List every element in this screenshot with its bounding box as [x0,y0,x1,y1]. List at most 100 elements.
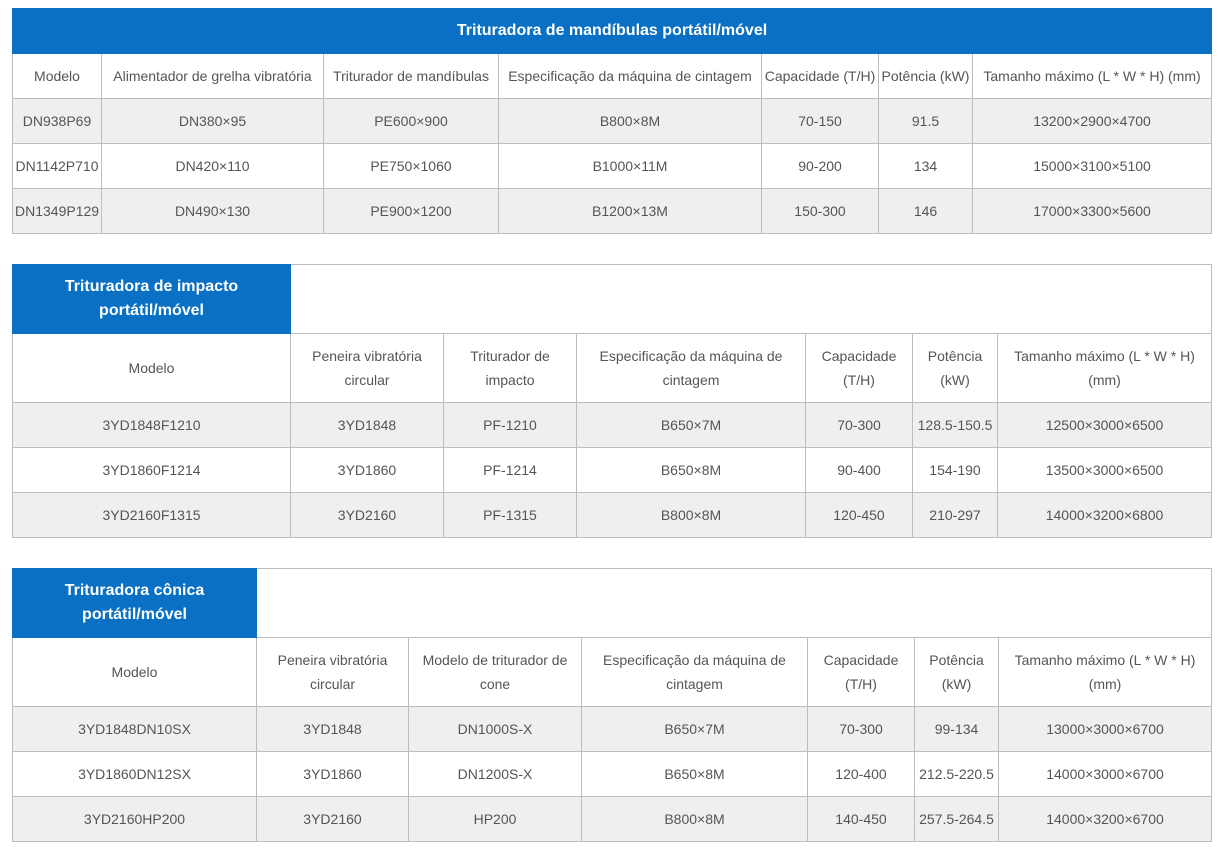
column-header: Alimentador de grelha vibratória [101,53,324,99]
table-cell: DN1349P129 [12,188,102,234]
table-cell: 3YD1860 [290,447,444,493]
table-cell: 3YD1860 [256,751,409,797]
column-header: Especificação da máquina de cintagem [576,333,806,403]
table-cell: 13000×3000×6700 [997,706,1213,752]
table-cell: HP200 [408,796,582,842]
column-header: Tamanho máximo (L * W * H) (mm) [997,637,1213,707]
column-header: Modelo [12,333,291,403]
table-cell: 150-300 [761,188,879,234]
table-cell: 128.5-150.5 [912,402,998,448]
table-title: Trituradora de mandíbulas portátil/móvel [11,8,1213,54]
table-cell: PF-1210 [443,402,577,448]
table-cell: DN420×110 [101,143,324,189]
table-cell: 3YD2160F1315 [12,492,291,538]
title-spacer [289,264,1213,334]
table-cell: 3YD1848 [256,706,409,752]
cone-crusher-table: Trituradora cônica portátil/móvel Modelo… [12,568,1213,842]
table-cell: 15000×3100×5100 [971,143,1213,189]
table-cell: PE600×900 [323,98,499,144]
table-cell: 3YD1848DN10SX [12,706,257,752]
column-header: Tamanho máximo (L * W * H) (mm) [971,53,1213,99]
table-row: 3YD2160F1315 3YD2160 PF-1315 B800×8M 120… [12,492,1213,538]
table-cell: B650×8M [576,447,806,493]
table-cell: B650×7M [576,402,806,448]
table-cell: 13500×3000×6500 [996,447,1213,493]
column-header: Modelo de triturador de cone [408,637,582,707]
table-cell: PE900×1200 [323,188,499,234]
table-cell: 99-134 [914,706,999,752]
table-cell: PF-1214 [443,447,577,493]
table-cell: PE750×1060 [323,143,499,189]
jaw-crusher-table: Trituradora de mandíbulas portátil/móvel… [11,8,1213,234]
table-cell: 70-150 [761,98,879,144]
table-row: 3YD1848DN10SX 3YD1848 DN1000S-X B650×7M … [12,706,1213,752]
column-header: Peneira vibratória circular [290,333,444,403]
table-cell: 91.5 [878,98,973,144]
table-cell: DN1142P710 [12,143,102,189]
table-cell: 212.5-220.5 [914,751,999,797]
table-cell: DN380×95 [101,98,324,144]
table-cell: 14000×3000×6700 [997,751,1213,797]
table-cell: DN1200S-X [408,751,582,797]
table-cell: DN490×130 [101,188,324,234]
table-cell: 70-300 [805,402,913,448]
table-cell: B800×8M [498,98,762,144]
column-header: Especificação da máquina de cintagem [581,637,808,707]
column-header: Modelo [12,637,257,707]
table-cell: 154-190 [912,447,998,493]
table-row: 3YD1860DN12SX 3YD1860 DN1200S-X B650×8M … [12,751,1213,797]
table-cell: 140-450 [807,796,915,842]
column-header: Potência (kW) [912,333,998,403]
table-cell: B800×8M [581,796,808,842]
table-cell: 90-200 [761,143,879,189]
table-cell: 3YD1860DN12SX [12,751,257,797]
table-cell: 12500×3000×6500 [996,402,1213,448]
table-row: 3YD2160HP200 3YD2160 HP200 B800×8M 140-4… [12,796,1213,842]
table-title: Trituradora de impacto portátil/móvel [12,264,291,334]
table-row: DN938P69 DN380×95 PE600×900 B800×8M 70-1… [12,98,1213,144]
table-cell: 120-400 [807,751,915,797]
title-spacer [255,568,1213,638]
column-header: Tamanho máximo (L * W * H) (mm) [996,333,1213,403]
column-header: Triturador de impacto [443,333,577,403]
table-cell: 134 [878,143,973,189]
table-row: DN1349P129 DN490×130 PE900×1200 B1200×13… [12,188,1213,234]
table-cell: 14000×3200×6800 [996,492,1213,538]
column-header: Modelo [12,53,102,99]
table-cell: 90-400 [805,447,913,493]
table-cell: 3YD1848 [290,402,444,448]
column-header: Potência (kW) [878,53,973,99]
column-header: Capacidade (T/H) [805,333,913,403]
table-cell: 3YD2160HP200 [12,796,257,842]
table-cell: PF-1315 [443,492,577,538]
table-row: DN1142P710 DN420×110 PE750×1060 B1000×11… [12,143,1213,189]
table-cell: B800×8M [576,492,806,538]
table-cell: 120-450 [805,492,913,538]
table-cell: 14000×3200×6700 [997,796,1213,842]
table-cell: 257.5-264.5 [914,796,999,842]
table-cell: DN1000S-X [408,706,582,752]
table-cell: 210-297 [912,492,998,538]
impact-crusher-table: Trituradora de impacto portátil/móvel Mo… [12,264,1213,538]
table-cell: 3YD1848F1210 [12,402,291,448]
table-cell: 3YD2160 [290,492,444,538]
column-header: Capacidade (T/H) [807,637,915,707]
table-title: Trituradora cônica portátil/móvel [12,568,257,638]
table-cell: B650×7M [581,706,808,752]
table-row: 3YD1860F1214 3YD1860 PF-1214 B650×8M 90-… [12,447,1213,493]
table-cell: 70-300 [807,706,915,752]
column-header: Potência (kW) [914,637,999,707]
table-cell: DN938P69 [12,98,102,144]
column-header: Peneira vibratória circular [256,637,409,707]
table-cell: 3YD2160 [256,796,409,842]
table-cell: 17000×3300×5600 [971,188,1213,234]
table-cell: B1200×13M [498,188,762,234]
column-header: Especificação da máquina de cintagem [498,53,762,99]
table-cell: B1000×11M [498,143,762,189]
table-cell: 13200×2900×4700 [971,98,1213,144]
table-row: 3YD1848F1210 3YD1848 PF-1210 B650×7M 70-… [12,402,1213,448]
table-cell: 3YD1860F1214 [12,447,291,493]
column-header: Capacidade (T/H) [761,53,879,99]
table-cell: 146 [878,188,973,234]
table-cell: B650×8M [581,751,808,797]
